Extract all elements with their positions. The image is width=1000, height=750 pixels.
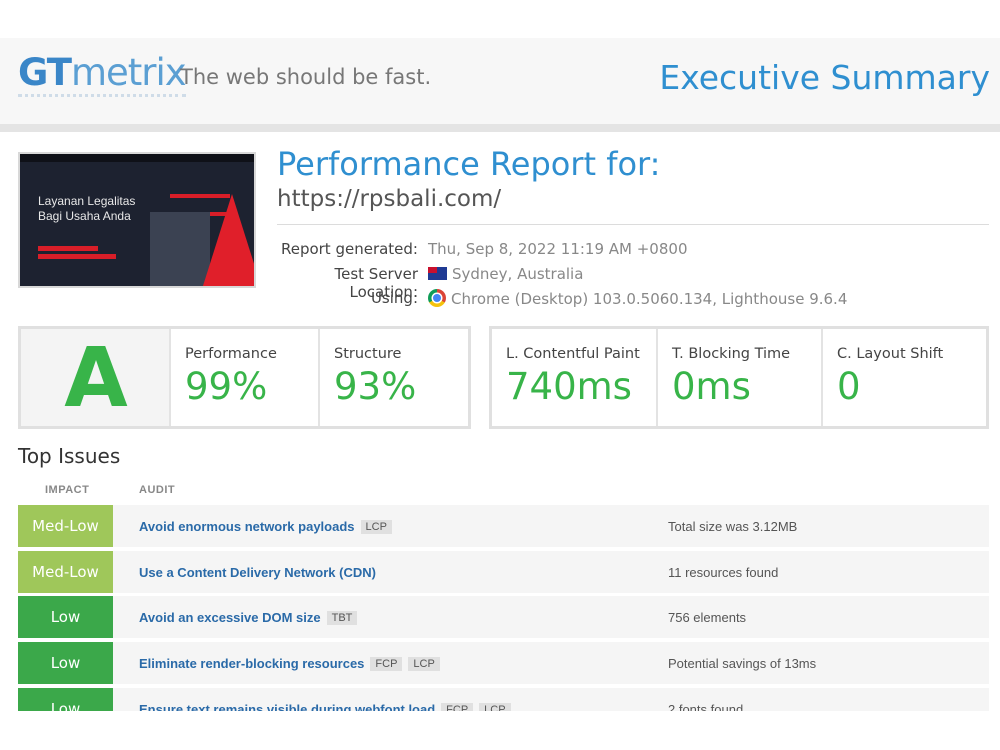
audit-link[interactable]: Eliminate render-blocking resources [139, 656, 365, 672]
logo-metrix-text: metrix [70, 51, 187, 94]
cls-value: 0 [837, 365, 861, 408]
issue-row[interactable]: Med-Low Avoid enormous network payloads LC… [18, 505, 989, 547]
issue-row[interactable]: Low Ensure text remains visible during we… [18, 687, 989, 711]
structure-value: 93% [334, 365, 417, 408]
logo-gt-text: GT [18, 51, 72, 94]
issue-detail: 11 resources found [668, 564, 779, 580]
chrome-icon [428, 289, 446, 307]
audit-name[interactable]: Use a Content Delivery Network (CDN) [139, 565, 376, 580]
metric-tag: FCP [370, 657, 403, 672]
lcp-label: L. Contentful Paint [506, 346, 640, 362]
audit-name[interactable]: Ensure text remains visible during webfo… [139, 702, 511, 711]
url-divider [277, 224, 989, 225]
web-vitals-box: L. Contentful Paint 740ms T. Blocking Ti… [489, 326, 989, 429]
metric-tag: LCP [360, 520, 392, 534]
thumb-headline-line2: Bagi Usaha Anda [38, 209, 131, 223]
tagline: The web should be fast. [180, 65, 432, 89]
site-screenshot-thumbnail[interactable]: Layanan Legalitas Bagi Usaha Anda [18, 152, 256, 288]
meta-report-generated: Report generated: Thu, Sep 8, 2022 11:19… [277, 240, 688, 265]
thumb-button [38, 254, 116, 259]
meta-value: Thu, Sep 8, 2022 11:19 AM +0800 [428, 240, 688, 258]
metric-tag: TBT [326, 611, 358, 626]
tbt-metric: T. Blocking Time 0ms [658, 329, 823, 426]
meta-using: Using: Chrome (Desktop) 103.0.5060.134, … [277, 289, 847, 314]
issue-detail: Potential savings of 13ms [668, 656, 817, 672]
audit-link[interactable]: Use a Content Delivery Network (CDN) [139, 564, 376, 580]
impact-badge: Low [18, 596, 113, 639]
audit-name[interactable]: Avoid enormous network payloads LCP [139, 519, 392, 534]
meta-value: Sydney, Australia [428, 265, 583, 283]
cls-label: C. Layout Shift [837, 346, 944, 362]
impact-badge: Low [18, 687, 113, 711]
australia-flag-icon [428, 266, 447, 280]
issue-row[interactable]: Low Eliminate render-blocking resources FC… [18, 642, 989, 685]
gtmetrix-grade-box: A Performance 99% Structure 93% [18, 326, 471, 429]
cls-metric: C. Layout Shift 0 [823, 329, 986, 426]
audit-link[interactable]: Ensure text remains visible during webfo… [139, 701, 436, 711]
header-divider [0, 124, 1000, 132]
grade-letter: A [64, 331, 128, 426]
audit-link[interactable]: Avoid an excessive DOM size [139, 610, 321, 626]
gtmetrix-logo[interactable]: GTmetrix [18, 51, 187, 97]
meta-value: Chrome (Desktop) 103.0.5060.134, Lightho… [428, 289, 847, 308]
issue-row[interactable]: Low Avoid an excessive DOM size TBT 756 ele… [18, 596, 989, 639]
report-url[interactable]: https://rpsbali.com/ [277, 186, 502, 212]
meta-label: Test Server Location: [334, 264, 419, 301]
thumb-button [38, 246, 98, 251]
page-title: Executive Summary [659, 58, 990, 97]
metric-tag: FCP [441, 702, 474, 711]
audit-name[interactable]: Avoid an excessive DOM size TBT [139, 610, 358, 626]
impact-badge: Low [18, 642, 113, 685]
issue-detail: Total size was 3.12MB [668, 519, 798, 534]
performance-value: 99% [185, 365, 268, 408]
top-issues-table: Med-Low Avoid enormous network payloads LC… [18, 505, 989, 711]
meta-server-location: Test Server Location: Sydney, Australia [277, 265, 584, 301]
tbt-label: T. Blocking Time [672, 346, 791, 362]
grade-cell: A [21, 329, 171, 426]
lcp-metric: L. Contentful Paint 740ms [492, 329, 658, 426]
issue-row[interactable]: Med-Low Use a Content Delivery Network (C… [18, 550, 989, 593]
report-title: Performance Report for: [277, 145, 661, 183]
impact-badge: Med-Low [18, 505, 113, 547]
structure-label: Structure [334, 346, 402, 362]
lcp-value: 740ms [506, 365, 632, 408]
thumb-headline: Layanan Legalitas Bagi Usaha Anda [38, 194, 135, 224]
meta-label: Report generated: [280, 240, 418, 258]
audit-link[interactable]: Avoid enormous network payloads [139, 519, 355, 534]
thumb-photo-block [150, 212, 210, 286]
issue-detail: 2 fonts found [668, 701, 744, 711]
issue-detail: 756 elements [668, 610, 747, 626]
top-issues-heading: Top Issues [18, 444, 121, 468]
metric-tag: LCP [479, 702, 511, 711]
report-meta: Report generated: Thu, Sep 8, 2022 11:19… [277, 240, 847, 314]
thumb-red-bar [170, 194, 230, 198]
audit-name[interactable]: Eliminate render-blocking resources FCP LC… [139, 656, 440, 672]
thumb-red-triangle [202, 194, 254, 286]
performance-score: Performance 99% [171, 329, 320, 426]
meta-label: Using: [370, 289, 418, 307]
audit-column-header: AUDIT [139, 484, 176, 496]
tbt-value: 0ms [672, 365, 751, 408]
metric-tag: LCP [408, 657, 440, 672]
thumb-navbar [20, 154, 254, 162]
impact-column-header: IMPACT [45, 484, 90, 496]
report-header: GTmetrix The web should be fast. Executi… [0, 38, 1000, 124]
performance-label: Performance [185, 346, 277, 362]
structure-score: Structure 93% [320, 329, 468, 426]
thumb-headline-line1: Layanan Legalitas [38, 194, 136, 208]
impact-badge: Med-Low [18, 550, 113, 593]
